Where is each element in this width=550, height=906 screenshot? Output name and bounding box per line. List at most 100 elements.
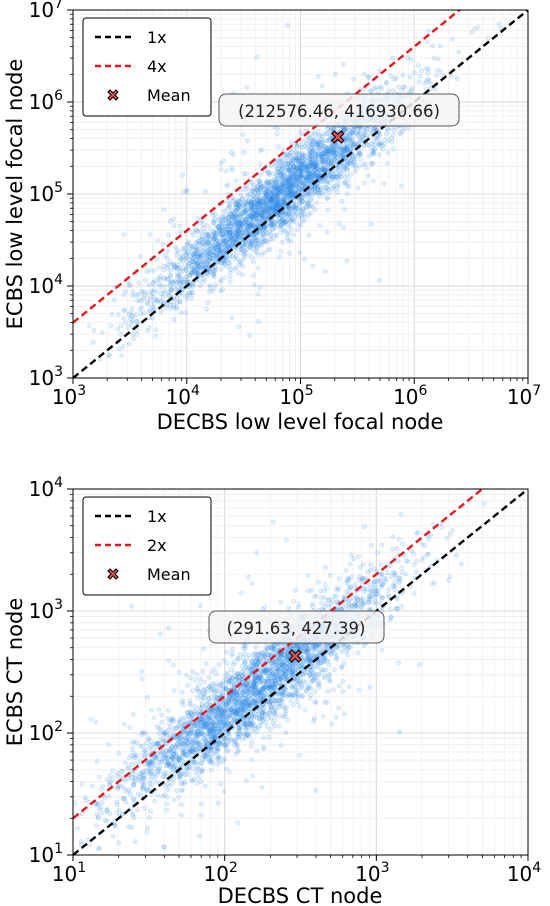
scatter-point — [391, 88, 396, 94]
scatter-point — [270, 226, 275, 231]
scatter-point — [336, 147, 342, 152]
scatter-point — [242, 219, 248, 225]
scatter-point — [241, 203, 247, 209]
scatter-point — [221, 158, 227, 164]
scatter-point — [334, 173, 339, 179]
scatter-point — [264, 205, 270, 211]
scatter-point — [242, 228, 248, 234]
scatter-point — [176, 273, 182, 279]
scatter-point — [307, 156, 313, 161]
scatter-point — [322, 166, 328, 171]
scatter-point — [127, 725, 133, 730]
scatter-point — [221, 260, 227, 266]
scatter-point — [225, 243, 230, 249]
scatter-point — [284, 219, 290, 224]
scatter-point — [166, 232, 171, 238]
scatter-point — [437, 43, 443, 49]
scatter-point — [274, 184, 280, 190]
scatter-point — [285, 160, 291, 166]
scatter-point — [264, 180, 270, 186]
scatter-point — [263, 208, 268, 213]
scatter-point — [120, 344, 126, 349]
scatter-point — [280, 184, 285, 190]
scatter-point — [230, 242, 236, 247]
scatter-point — [276, 176, 282, 181]
scatter-point — [287, 168, 292, 173]
scatter-point — [390, 546, 396, 552]
scatter-point — [244, 171, 249, 177]
scatter-point — [212, 245, 218, 251]
scatter-point — [267, 247, 273, 252]
scatter-point — [245, 237, 251, 243]
scatter-point — [251, 233, 257, 239]
scatter-point — [369, 160, 375, 166]
scatter-point — [263, 226, 268, 231]
scatter-point — [90, 783, 95, 789]
scatter-point — [254, 222, 260, 227]
scatter-point — [264, 230, 269, 236]
scatter-point — [211, 251, 217, 257]
scatter-point — [324, 154, 329, 160]
scatter-point — [248, 239, 254, 245]
scatter-point — [229, 226, 235, 232]
scatter-point — [295, 210, 300, 216]
scatter-point — [254, 186, 259, 192]
scatter-point — [208, 255, 213, 261]
scatter-point — [313, 152, 319, 158]
scatter-point — [225, 205, 231, 211]
scatter-point — [277, 171, 282, 177]
scatter-point — [329, 127, 334, 132]
scatter-point — [176, 265, 182, 270]
scatter-point — [312, 133, 318, 138]
scatter-point — [288, 169, 293, 174]
scatter-point — [273, 204, 279, 210]
scatter-point — [130, 289, 136, 295]
scatter-point — [391, 128, 397, 134]
scatter-point — [222, 262, 228, 267]
scatter-point — [205, 241, 211, 246]
scatter-point — [270, 189, 275, 195]
scatter-point — [244, 201, 249, 207]
scatter-point — [271, 194, 276, 200]
scatter-point — [311, 148, 316, 153]
scatter-point — [291, 217, 296, 222]
scatter-point — [347, 129, 353, 135]
scatter-point — [159, 712, 164, 718]
scatter-point — [262, 604, 268, 610]
scatter-point — [341, 128, 347, 134]
scatter-point — [216, 244, 222, 249]
scatter-point — [258, 189, 264, 195]
scatter-point — [226, 236, 232, 241]
scatter-point — [360, 133, 366, 139]
scatter-point — [164, 256, 170, 261]
scatter-point — [274, 193, 279, 198]
scatter-point — [274, 188, 280, 193]
scatter-point — [312, 163, 317, 169]
scatter-point — [313, 155, 319, 161]
scatter-point — [272, 208, 277, 213]
scatter-point — [191, 265, 197, 271]
scatter-point — [269, 221, 274, 227]
scatter-point — [332, 154, 338, 160]
scatter-point — [144, 301, 150, 307]
scatter-point — [279, 181, 285, 187]
scatter-point — [274, 173, 280, 179]
scatter-point — [175, 266, 180, 272]
scatter-point — [338, 144, 343, 150]
scatter-point — [319, 600, 325, 606]
scatter-point — [352, 141, 358, 147]
scatter-point — [298, 179, 304, 185]
scatter-point — [171, 317, 177, 322]
scatter-point — [149, 293, 154, 299]
scatter-point — [280, 147, 286, 153]
scatter-point — [274, 205, 279, 211]
scatter-point — [223, 238, 229, 243]
scatter-point — [303, 175, 308, 180]
scatter-point — [267, 181, 273, 187]
scatter-point — [174, 725, 179, 731]
scatter-point — [267, 212, 273, 217]
scatter-point — [292, 176, 298, 182]
scatter-point — [257, 148, 263, 153]
scatter-point — [228, 267, 233, 272]
scatter-point — [127, 282, 133, 288]
